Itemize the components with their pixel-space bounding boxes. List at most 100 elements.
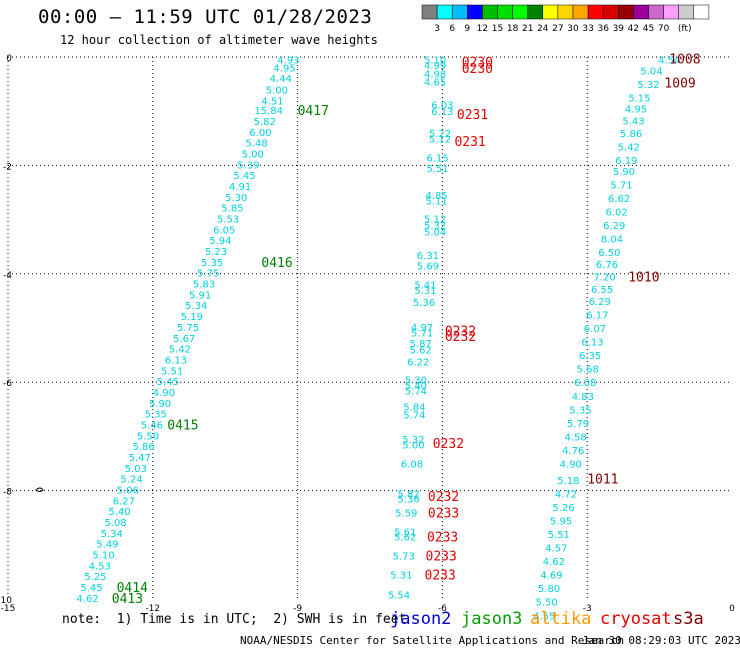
wave-height-label: 4.62 [543, 557, 565, 568]
wave-height-label: 5.10 [424, 56, 446, 67]
wave-height-label: 4.62 [77, 594, 99, 605]
wave-height-label: 4.69 [540, 571, 562, 582]
wave-height-label: 5.15 [628, 94, 650, 105]
legend-label: 33 [582, 24, 593, 34]
wave-height-label: 5.94 [209, 236, 231, 247]
wave-height-label: 5.51 [548, 530, 570, 541]
wave-height-label: 5.18 [557, 476, 579, 487]
wave-height-label: 5.75 [177, 323, 199, 334]
wave-height-label: 5.32 [424, 221, 446, 232]
wave-height-label: 5.74 [403, 411, 425, 422]
wave-height-label: 4.51 [261, 96, 283, 107]
pass-time-label: 0417 [298, 104, 329, 119]
satellite-legend-jason2: jason2 [390, 609, 452, 629]
pass-time-label: 0414 [117, 581, 148, 596]
y-tick-label: -10 [0, 596, 12, 606]
wave-height-label: 6.29 [603, 221, 625, 232]
wave-height-label: 5.35 [569, 405, 591, 416]
y-tick-label: 0 [6, 54, 12, 64]
legend-label: 45 [643, 24, 654, 34]
wave-height-label: 5.73 [393, 552, 415, 563]
y-tick-label: -4 [3, 271, 12, 281]
wave-height-label: 4.91 [229, 182, 251, 193]
wave-height-label: 5.75 [197, 269, 219, 280]
wave-height-label: 5.48 [245, 139, 267, 150]
pass-time-label: 0233 [426, 550, 457, 565]
pass-time-label: 0230 [462, 62, 493, 77]
wave-height-label: 5.79 [567, 419, 589, 430]
wave-height-label: 5.32 [402, 435, 424, 446]
pass-time-label: 0230 [462, 55, 493, 70]
wave-height-label: 5.69 [417, 262, 439, 273]
wave-height-label: 4.72 [555, 489, 577, 500]
wave-height-label: 5.83 [193, 280, 215, 291]
wave-height-label: 5.43 [622, 116, 644, 127]
wave-height-label: 4.95 [625, 104, 647, 115]
wave-height-label: 5.62 [410, 346, 432, 357]
wave-height-label: 5.34 [185, 301, 207, 312]
wave-height-label: 5.51 [161, 366, 183, 377]
wave-height-label: 5.00 [266, 86, 288, 97]
wave-height-label: 5.24 [120, 475, 142, 486]
wave-height-label: 4.85 [425, 191, 447, 202]
wave-height-label: 5.82 [254, 117, 276, 128]
wave-height-label: 5.00 [242, 149, 264, 160]
pass-time-label: 0413 [112, 592, 143, 607]
wave-height-label: 5.10 [92, 551, 114, 562]
wave-height-label: 5.04 [640, 67, 662, 78]
wave-height-label: 5.31 [414, 286, 436, 297]
wave-height-label: 5.31 [390, 571, 412, 582]
x-tick-label: -12 [145, 604, 160, 614]
pass-time-label: 1009 [664, 76, 695, 91]
wave-height-label: 6.55 [591, 285, 613, 296]
wave-height-label: 5.50 [137, 431, 159, 442]
wave-height-label: 4.53 [89, 561, 111, 572]
pass-time-label: 0232 [428, 490, 459, 505]
wave-height-label: 5.35 [145, 410, 167, 421]
wave-height-label: 6.00 [249, 128, 271, 139]
wave-height-label: 6.27 [113, 496, 135, 507]
wave-height-label: 5.54 [388, 591, 410, 602]
wave-height-label: 5.45 [80, 583, 102, 594]
wave-height-label: 5.30 [405, 375, 427, 386]
wave-height-label: 6.03 [431, 101, 453, 112]
y-tick-label: -8 [3, 488, 12, 498]
wave-height-label: 5.53 [217, 215, 239, 226]
pass-time-label: 0416 [261, 256, 292, 271]
wave-height-label: 5.30 [225, 193, 247, 204]
pass-time-label: 0231 [457, 108, 488, 123]
wave-height-label: 5.40 [108, 507, 130, 518]
wave-height-label: 6.17 [586, 310, 608, 321]
x-tick-label: 0 [729, 604, 735, 614]
wave-height-label: 5.46 [141, 420, 163, 431]
pass-time-label: 1008 [669, 53, 700, 68]
wave-height-label: 4.55 [533, 611, 555, 622]
wave-height-label: 6.08 [574, 378, 596, 389]
wave-height-label: 4.54 [658, 56, 680, 67]
legend-label: 18 [507, 24, 519, 34]
wave-height-label: 5.12 [429, 134, 451, 145]
pass-time-label: 0233 [425, 569, 456, 584]
wave-height-label: 6.62 [608, 194, 630, 205]
satellite-legend-altika: altika [530, 609, 592, 629]
wave-height-label: 5.71 [411, 328, 433, 339]
wave-height-label: 7.20 [593, 273, 615, 284]
color-scale-legend: 3 6 9 12 15 18 21 24 27 30 33 36 39 42 45 70 (ft) [421, 4, 710, 34]
wave-height-label: 5.87 [410, 339, 432, 350]
satellite-legend-s3a: s3a [673, 609, 704, 629]
wave-height-label: 5.86 [132, 442, 154, 453]
wave-height-label: 5.49 [96, 540, 118, 551]
y-tick-label: -2 [3, 162, 12, 172]
legend-label: 12 [477, 24, 488, 34]
x-tick-label: -3 [583, 604, 592, 614]
wave-height-label: 5.68 [577, 365, 599, 376]
wave-height-label: 6.31 [417, 251, 439, 262]
wave-height-label: 5.36 [397, 495, 419, 506]
wave-height-label: 6.29 [589, 297, 611, 308]
wave-height-label: 5.42 [169, 345, 191, 356]
wave-height-label: 5.90 [613, 167, 635, 178]
pass-time-label: 0232 [445, 330, 476, 345]
wave-height-label: 5.04 [424, 228, 446, 239]
wave-height-label: 4.57 [545, 544, 567, 555]
legend-label: 15 [492, 24, 503, 34]
